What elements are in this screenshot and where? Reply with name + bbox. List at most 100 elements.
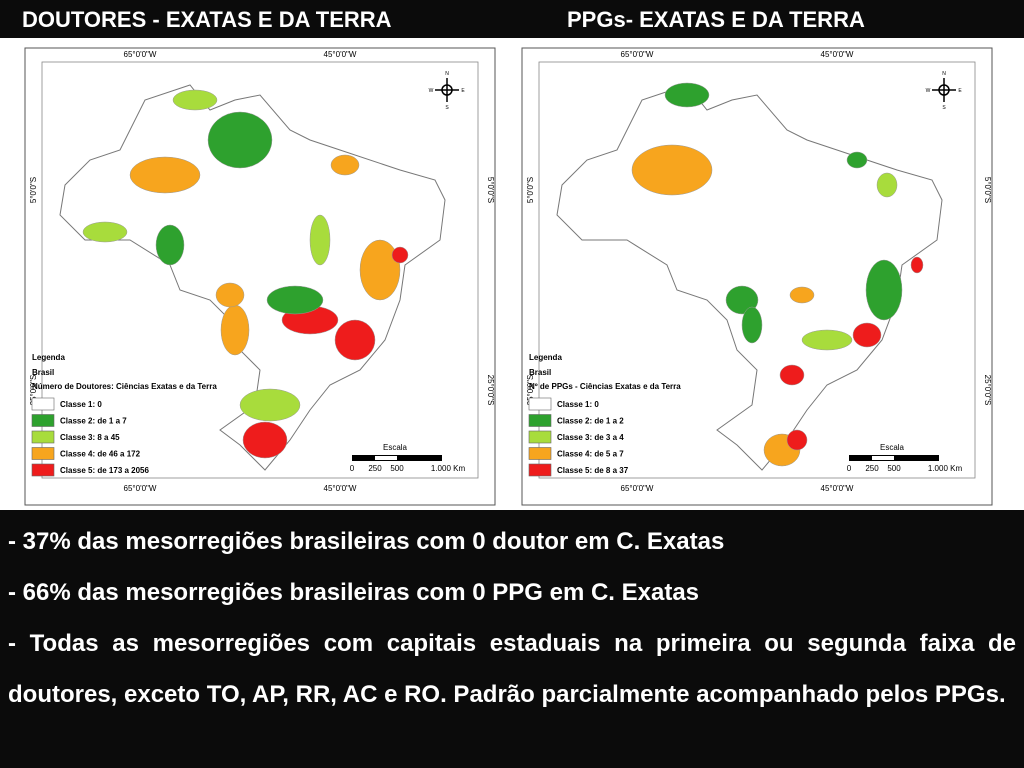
latitude-label: 25°0'0"S (526, 375, 535, 406)
longitude-label: 45°0'0"W (821, 484, 854, 493)
scale-bar-segment (872, 456, 894, 460)
region-patch (789, 286, 815, 304)
region-patch (631, 144, 713, 196)
scale-title: Escala (383, 443, 408, 452)
legend-swatch (528, 397, 552, 411)
compass-label: S (445, 105, 449, 111)
left-title: DOUTORES - EXATAS E DA TERRA (22, 7, 392, 32)
latitude-label: 25°0'0"S (486, 375, 495, 406)
legend-swatch (528, 430, 552, 444)
legend-swatch (31, 463, 55, 477)
region-patch (155, 224, 185, 266)
legend-swatch (528, 447, 552, 460)
legend-label: Classe 5: de 8 a 37 (557, 466, 629, 475)
compass-label: E (958, 88, 962, 94)
legend-swatch (528, 463, 552, 477)
longitude-label: 45°0'0"W (324, 50, 357, 59)
latitude-label: 25°0'0"S (983, 375, 992, 406)
legend-swatch (31, 397, 55, 411)
legend-heading: Legenda (529, 353, 562, 362)
legend-label: Classe 4: de 46 a 172 (60, 450, 141, 459)
compass-label: S (942, 105, 946, 111)
legend-swatch (528, 414, 552, 427)
compass-label: N (942, 71, 946, 77)
scale-label: 500 (887, 464, 901, 473)
region-patch (846, 151, 868, 169)
region-patch (82, 221, 128, 243)
bullet: - Todas as mesorregiões com capitais est… (8, 630, 1016, 708)
region-patch (359, 239, 401, 301)
legend-label: Classe 1: 0 (557, 400, 599, 409)
legend-label: Classe 1: 0 (60, 400, 102, 409)
region-patch (391, 246, 409, 264)
region-patch (852, 322, 882, 348)
map-inner-frame (538, 61, 976, 479)
legend-layer: Brasil (529, 368, 551, 377)
region-patch (239, 388, 301, 422)
compass-arrows (435, 78, 459, 102)
longitude-label: 65°0'0"W (621, 484, 654, 493)
compass-label: E (461, 88, 465, 94)
longitude-label: 45°0'0"W (324, 484, 357, 493)
legend-label: Classe 4: de 5 a 7 (557, 450, 624, 459)
legend-layer: Brasil (32, 368, 54, 377)
legend-swatch (31, 430, 55, 444)
bullet: - 66% das mesorregiões brasileiras com 0… (8, 579, 700, 606)
region-patch (129, 156, 201, 194)
title-band (0, 0, 1024, 38)
region-patch (786, 429, 808, 451)
legend-title: Nº de PPGs - Ciências Exatas e da Terra (529, 382, 681, 391)
latitude-label: 5°0'0"S (486, 177, 495, 203)
scale-label: 250 (865, 464, 879, 473)
legend-label: Classe 3: 8 a 45 (60, 433, 120, 442)
region-patch (910, 256, 924, 274)
latitude-label: 5°0'0"S (983, 177, 992, 203)
legend-swatch (31, 447, 55, 460)
region-patch (330, 154, 360, 176)
map-panel: 65°0'0"W 65°0'0"W 45°0'0"W 45°0'0"W 5°0'0"S 5… (521, 47, 993, 506)
legend-label: Classe 3: de 3 a 4 (557, 433, 624, 442)
bullet: - 37% das mesorregiões brasileiras com 0… (8, 528, 725, 555)
legend-title: Número de Doutores: Ciências Exatas e da… (32, 382, 217, 391)
region-patch (865, 259, 903, 321)
map-panel: 65°0'0"W 65°0'0"W 45°0'0"W 45°0'0"W 5°0'0"S 5… (24, 47, 496, 506)
region-patch (207, 111, 273, 169)
region-patch (779, 364, 805, 386)
compass-label: N (445, 71, 449, 77)
compass-label: W (429, 88, 434, 94)
legend-label: Classe 2: de 1 a 2 (557, 417, 624, 426)
compass-label: W (926, 88, 931, 94)
scale-bar-segment (375, 456, 397, 460)
legend-label: Classe 5: de 173 a 2056 (60, 466, 150, 475)
latitude-label: 25°0'0"S (29, 375, 38, 406)
compass-arrows (932, 78, 956, 102)
region-patch (215, 282, 245, 308)
region-patch (876, 172, 898, 198)
right-title: PPGs- EXATAS E DA TERRA (567, 7, 865, 32)
longitude-label: 45°0'0"W (821, 50, 854, 59)
region-patch (266, 285, 324, 315)
region-patch (309, 214, 331, 266)
region-patch (725, 285, 759, 315)
region-patch (741, 306, 763, 344)
region-patch (242, 421, 288, 459)
scale-label: 0 (350, 464, 355, 473)
legend-heading: Legenda (32, 353, 65, 362)
latitude-label: 5°0'0"S (29, 177, 38, 203)
longitude-label: 65°0'0"W (124, 484, 157, 493)
bullet-panel: - 37% das mesorregiões brasileiras com 0… (0, 510, 1024, 768)
scale-label: 0 (847, 464, 852, 473)
legend-swatch (31, 414, 55, 427)
legend-label: Classe 2: de 1 a 7 (60, 417, 127, 426)
region-patch (220, 304, 250, 356)
scale-label: 250 (368, 464, 382, 473)
map-inner-frame (41, 61, 479, 479)
scale-label: 500 (390, 464, 404, 473)
region-patch (172, 89, 218, 111)
region-patch (664, 82, 710, 108)
scale-title: Escala (880, 443, 905, 452)
scale-label: 1.000 Km (431, 464, 466, 473)
region-patch (801, 329, 853, 351)
